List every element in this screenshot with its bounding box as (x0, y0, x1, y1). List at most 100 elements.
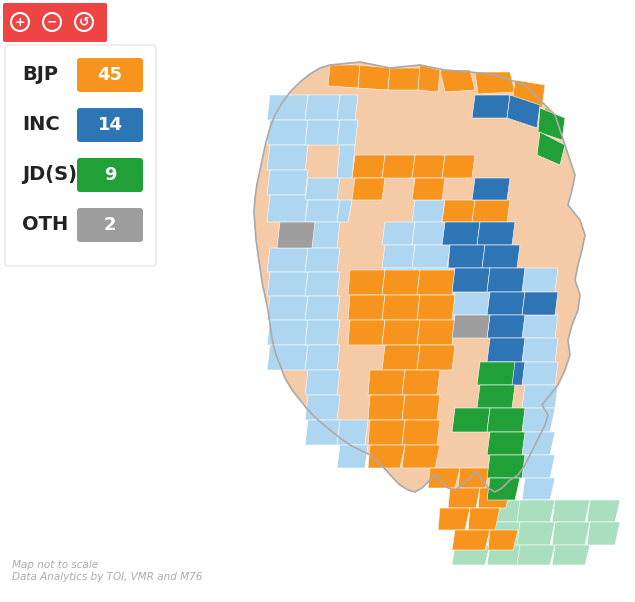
Polygon shape (487, 522, 525, 545)
Polygon shape (552, 522, 590, 545)
Polygon shape (522, 362, 558, 385)
Polygon shape (452, 292, 490, 315)
Polygon shape (522, 385, 558, 408)
Polygon shape (352, 155, 385, 178)
Polygon shape (382, 292, 415, 315)
Polygon shape (382, 222, 415, 245)
Polygon shape (348, 320, 385, 345)
Polygon shape (522, 455, 555, 478)
Polygon shape (305, 222, 340, 248)
Polygon shape (305, 420, 340, 445)
Polygon shape (328, 65, 360, 88)
Polygon shape (488, 468, 518, 488)
Polygon shape (477, 222, 515, 245)
Polygon shape (517, 500, 555, 522)
Polygon shape (305, 345, 340, 370)
Polygon shape (442, 222, 480, 245)
Polygon shape (442, 200, 475, 222)
Polygon shape (382, 155, 415, 178)
Polygon shape (538, 108, 565, 140)
Polygon shape (412, 178, 445, 200)
Polygon shape (402, 395, 440, 420)
Polygon shape (487, 292, 525, 315)
Polygon shape (475, 72, 515, 94)
FancyBboxPatch shape (77, 58, 143, 92)
Text: 2: 2 (104, 216, 116, 234)
Polygon shape (382, 245, 415, 268)
Polygon shape (267, 195, 308, 222)
Polygon shape (552, 545, 590, 565)
Polygon shape (352, 178, 385, 200)
Polygon shape (254, 62, 585, 492)
Polygon shape (305, 370, 340, 395)
Text: ↺: ↺ (79, 16, 90, 28)
Polygon shape (337, 445, 368, 468)
Polygon shape (507, 95, 540, 128)
Polygon shape (487, 268, 525, 292)
Polygon shape (517, 545, 555, 565)
FancyBboxPatch shape (3, 3, 107, 42)
Polygon shape (438, 508, 470, 530)
Polygon shape (448, 488, 480, 508)
Polygon shape (522, 315, 558, 338)
Polygon shape (267, 320, 308, 345)
Polygon shape (522, 408, 555, 432)
Polygon shape (487, 338, 525, 362)
Polygon shape (402, 445, 440, 468)
Text: JD(S)+: JD(S)+ (22, 166, 93, 184)
Polygon shape (417, 345, 455, 370)
Polygon shape (522, 478, 555, 500)
Polygon shape (417, 320, 455, 345)
Polygon shape (402, 370, 440, 395)
Polygon shape (552, 500, 590, 522)
Polygon shape (382, 268, 415, 292)
Polygon shape (487, 455, 525, 478)
Polygon shape (537, 132, 565, 165)
Polygon shape (412, 200, 445, 222)
Polygon shape (267, 296, 308, 320)
Text: Data Analytics by TOI, VMR and M76: Data Analytics by TOI, VMR and M76 (12, 572, 203, 582)
Polygon shape (267, 272, 308, 296)
Polygon shape (388, 68, 420, 90)
Polygon shape (305, 272, 340, 296)
Polygon shape (305, 395, 340, 420)
Polygon shape (487, 315, 525, 338)
Polygon shape (267, 170, 308, 195)
Polygon shape (477, 362, 515, 385)
Polygon shape (478, 488, 510, 508)
Polygon shape (305, 120, 340, 145)
Text: 45: 45 (98, 66, 123, 84)
Text: +: + (15, 16, 25, 28)
Polygon shape (512, 80, 545, 108)
Polygon shape (472, 95, 510, 118)
Polygon shape (402, 420, 440, 445)
Polygon shape (522, 500, 555, 522)
Polygon shape (348, 295, 385, 320)
Polygon shape (277, 222, 315, 248)
Polygon shape (417, 295, 455, 320)
Polygon shape (412, 222, 445, 245)
Polygon shape (305, 200, 340, 222)
FancyBboxPatch shape (5, 45, 156, 266)
Polygon shape (517, 522, 555, 545)
Polygon shape (412, 245, 450, 268)
Polygon shape (487, 408, 525, 432)
Polygon shape (488, 530, 518, 550)
Polygon shape (487, 500, 525, 522)
Polygon shape (522, 432, 555, 455)
Polygon shape (267, 120, 308, 145)
FancyBboxPatch shape (77, 158, 143, 192)
Polygon shape (382, 270, 420, 295)
Polygon shape (267, 95, 308, 120)
Polygon shape (482, 245, 520, 268)
Polygon shape (305, 296, 340, 320)
Polygon shape (522, 292, 558, 315)
Text: Map not to scale: Map not to scale (12, 560, 98, 570)
Polygon shape (417, 270, 455, 295)
Polygon shape (368, 420, 405, 445)
Polygon shape (267, 248, 308, 272)
Polygon shape (382, 345, 420, 370)
FancyBboxPatch shape (77, 108, 143, 142)
Polygon shape (587, 522, 620, 545)
Polygon shape (382, 320, 420, 345)
